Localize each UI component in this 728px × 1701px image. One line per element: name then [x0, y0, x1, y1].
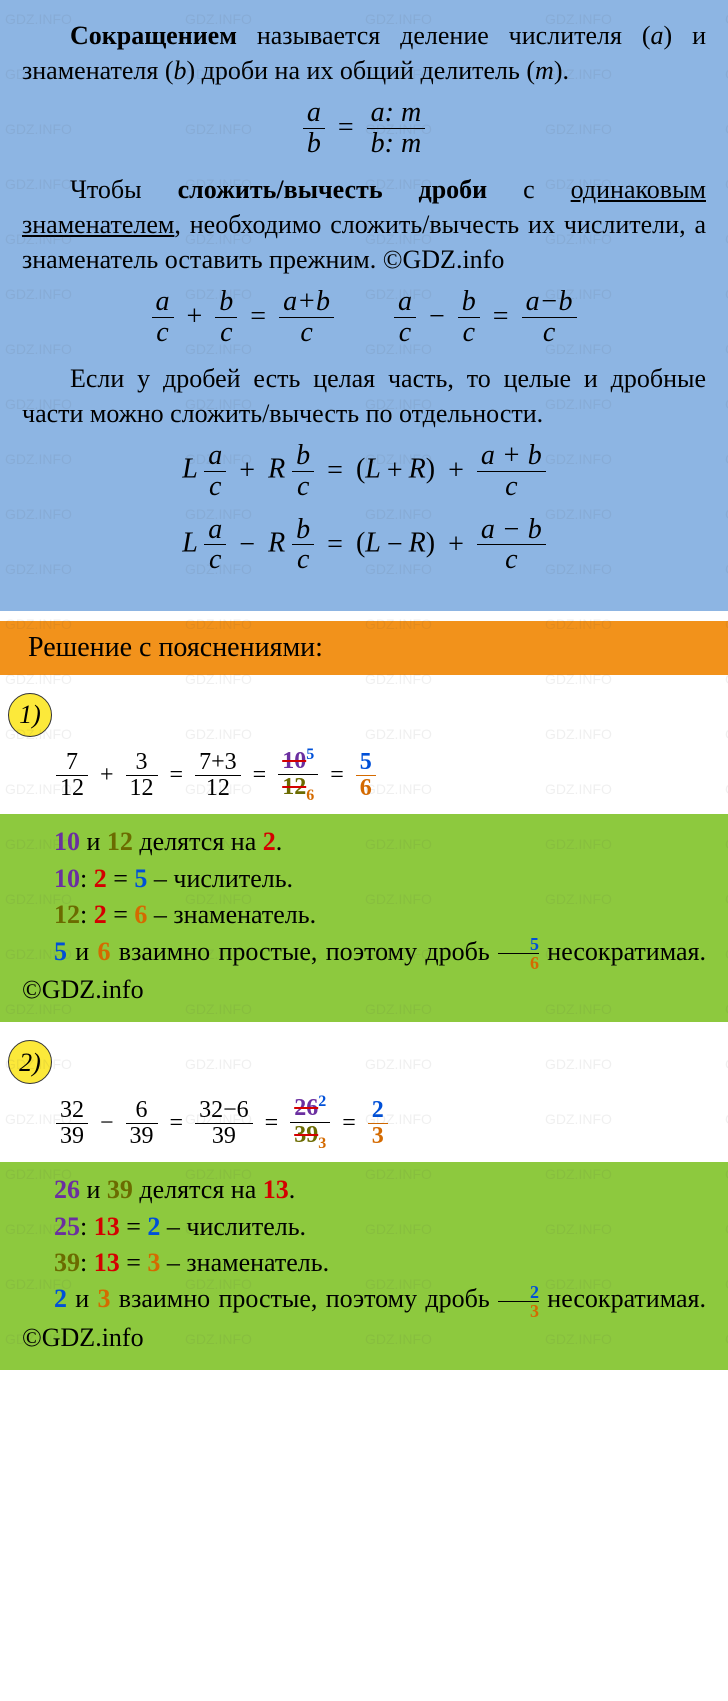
term-reduction: Сокращением: [70, 21, 237, 50]
theory-p1: Сокращением называется деление числителя…: [22, 18, 706, 88]
mixed-formula-1: L ac + R bc = (L+R) + a + bc: [22, 441, 706, 501]
ex1-explain: 10 и 12 делятся на 2. 10: 2 = 5 – числит…: [0, 814, 728, 1022]
theory-p2: Чтобы сложить/вычесть дроби с одинаковым…: [22, 172, 706, 277]
solution-title: Решение с пояснениями:: [28, 632, 323, 663]
badge-1: 1): [8, 693, 52, 737]
solution-header: Решение с пояснениями:: [0, 621, 728, 675]
ex1-equation: 712 + 312 = 7+312 = 105 126 = 56: [0, 743, 728, 815]
addsub-formula: ac + bc = a+bc ac − bc = a−bc: [22, 287, 706, 347]
ex2-explain: 26 и 39 делятся на 13. 25: 13 = 2 – числ…: [0, 1162, 728, 1370]
reduce-formula: ab = a: mb: m: [22, 98, 706, 158]
ex2-equation: 3239 − 639 = 32−639 = 262 393 = 23: [0, 1090, 728, 1162]
mixed-formula-2: L ac − R bc = (L−R) + a − bc: [22, 515, 706, 575]
badge-2: 2): [8, 1040, 52, 1084]
theory-p3: Если у дробей есть целая часть, то целые…: [22, 361, 706, 431]
theory-box: Сокращением называется деление числителя…: [0, 0, 728, 611]
